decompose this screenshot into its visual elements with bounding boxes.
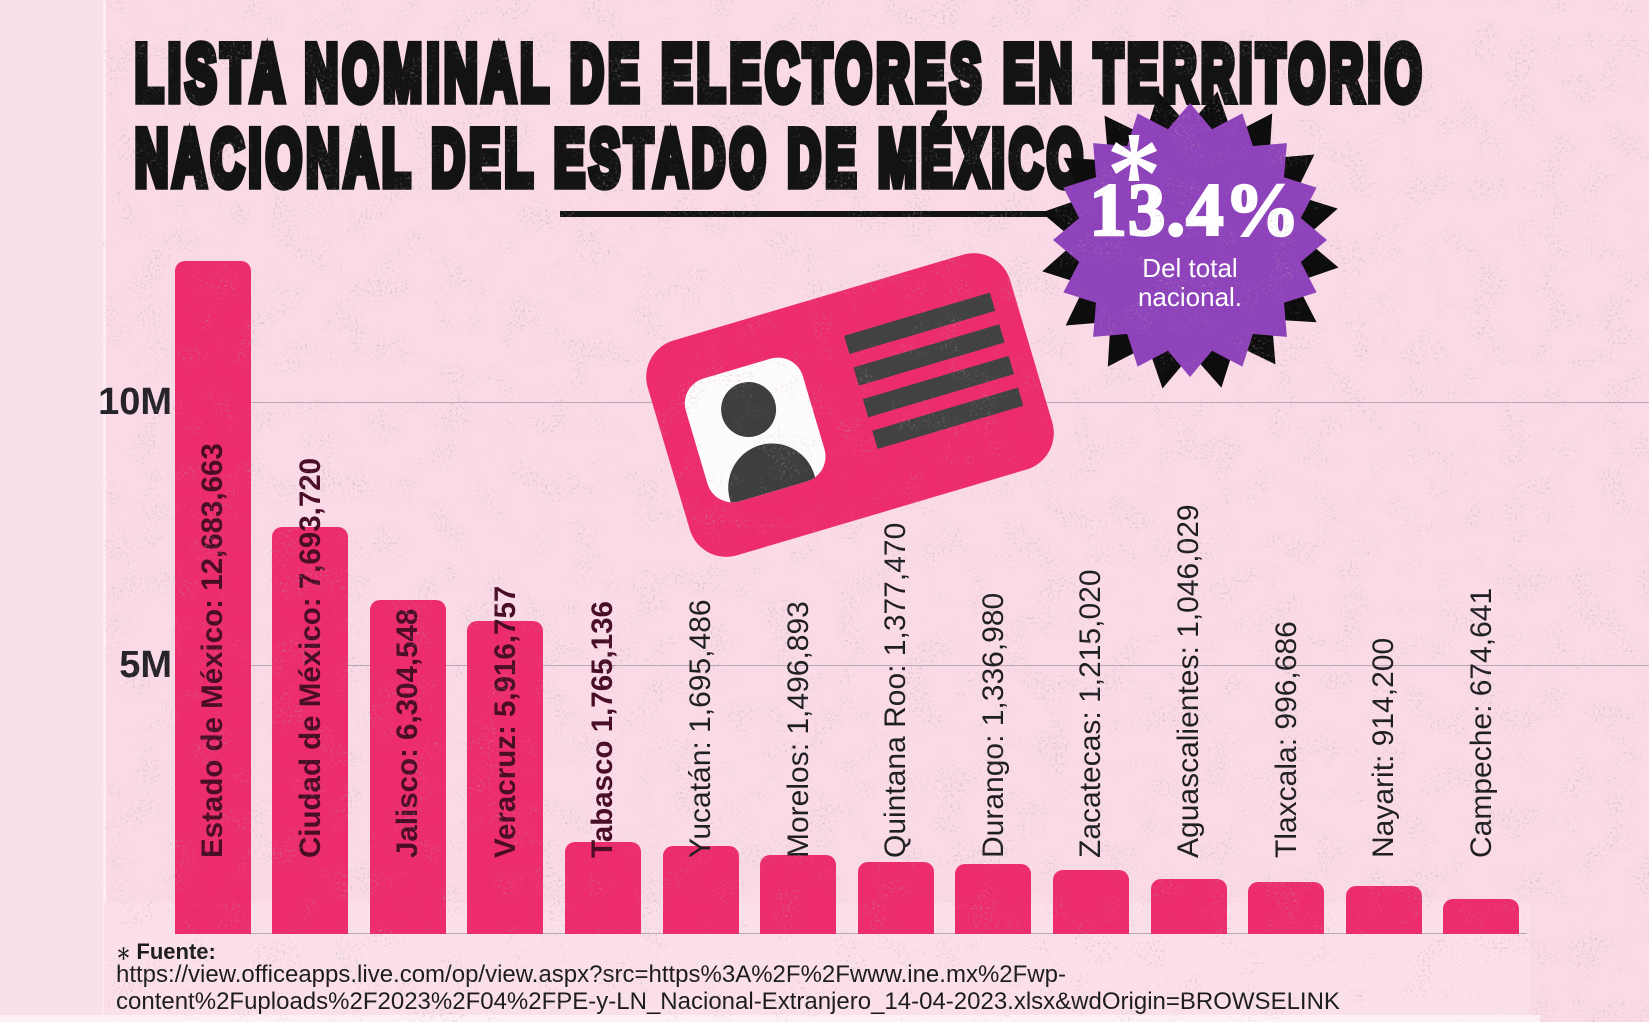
svg-text:Del total: Del total	[1142, 253, 1237, 283]
svg-text:nacional.: nacional.	[1138, 282, 1242, 312]
svg-text:13.4%: 13.4%	[1089, 169, 1300, 252]
